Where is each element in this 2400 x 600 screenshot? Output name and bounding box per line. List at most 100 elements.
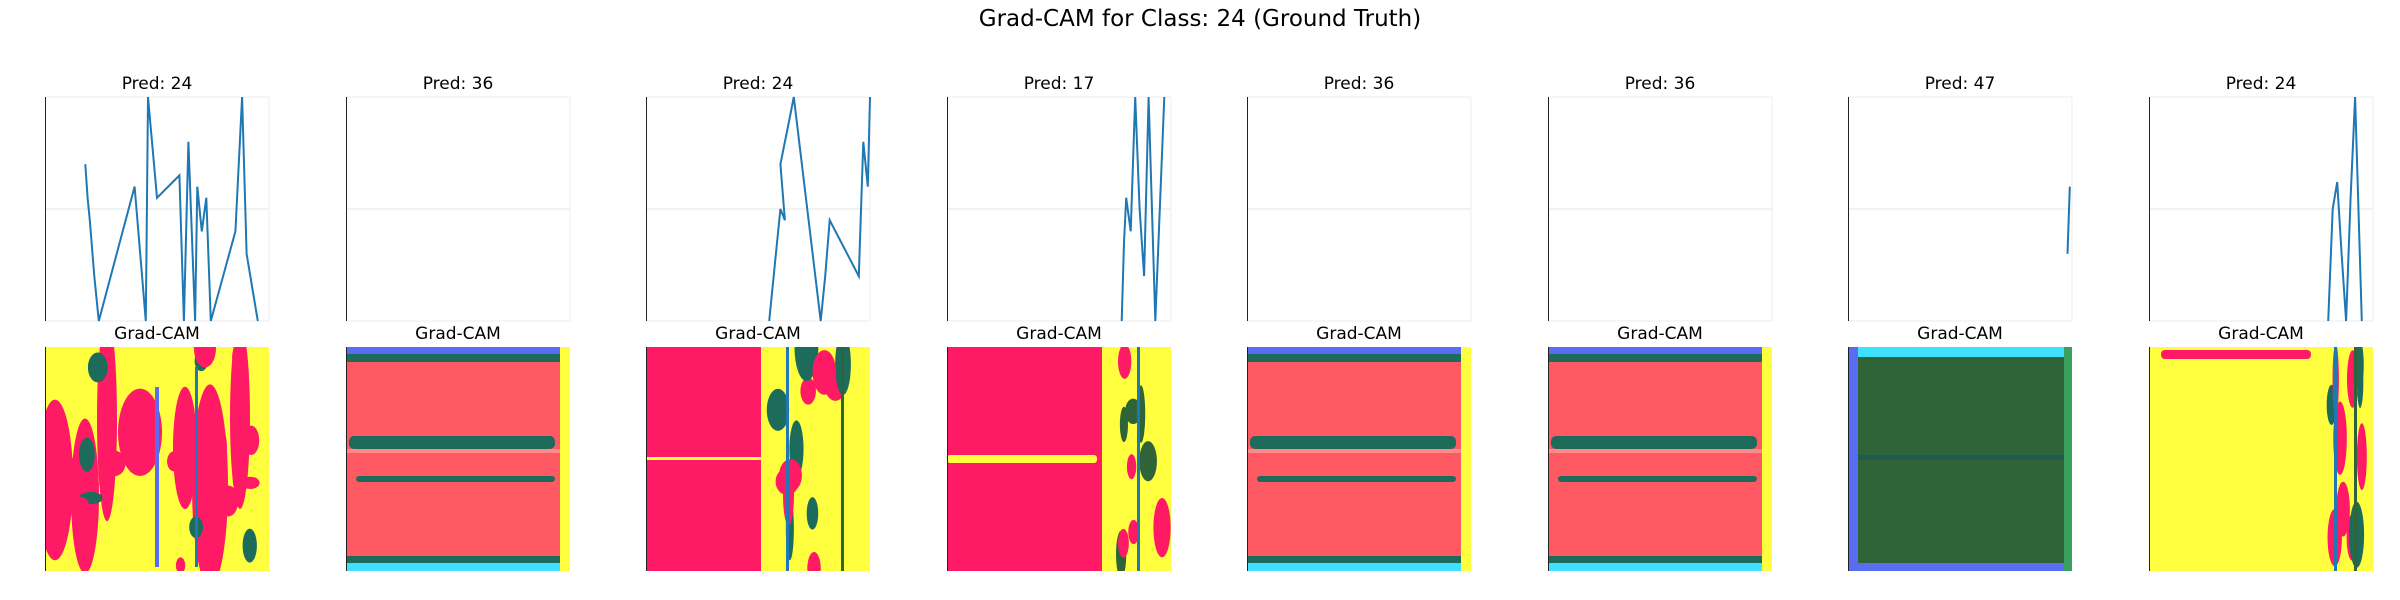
panel-title-gradcam-4: Grad-CAM (1016, 324, 1102, 344)
heatmap-blob (807, 552, 821, 571)
heatmap-blob (1126, 454, 1137, 480)
signal-series-line (768, 96, 871, 322)
panel-title-gradcam-3: Grad-CAM (715, 324, 801, 344)
heatmap-blob (1119, 406, 1128, 443)
heatmap-blob (241, 476, 260, 489)
signal-series-line (1120, 96, 1166, 322)
heatmap-top-band (1548, 347, 1772, 354)
heatmap-hotspot (230, 347, 250, 509)
gradcam-heatmap-8 (2149, 347, 2373, 571)
heatmap-bottom-band (1247, 563, 1471, 571)
heatmap-base (1247, 347, 1471, 571)
heatmap-right-edge (1461, 347, 1471, 571)
gradcam-heatmap-3 (646, 347, 870, 571)
heatmap-highlight (1548, 449, 1762, 453)
panel-title-pred-6: Pred: 36 (1625, 74, 1696, 94)
panel-title-pred-4: Pred: 17 (1024, 74, 1095, 94)
heatmap-right-edge (2064, 347, 2072, 571)
heatmap-highlight (646, 457, 761, 460)
panel-title-gradcam-8: Grad-CAM (2218, 324, 2304, 344)
heatmap-blob (193, 347, 216, 368)
heatmap-hotspot (118, 388, 162, 476)
heatmap-top-band (1848, 347, 2072, 357)
heatmap-hotspot (45, 399, 73, 561)
heatmap-blob (78, 437, 95, 472)
heatmap-blob (175, 557, 186, 571)
heatmap-activation-band (349, 436, 555, 449)
panel-title-pred-7: Pred: 47 (1925, 74, 1996, 94)
gradcam-heatmap-1 (45, 347, 269, 571)
panel-title-gradcam-7: Grad-CAM (1917, 324, 2003, 344)
signal-panel-5 (1247, 96, 1472, 322)
heatmap-streak (195, 367, 198, 567)
figure-title: Grad-CAM for Class: 24 (Ground Truth) (978, 6, 1422, 32)
heatmap-top-edge (346, 354, 570, 362)
heatmap-hotspot (173, 386, 197, 510)
heatmap-blob (65, 496, 89, 513)
panel-title-gradcam-1: Grad-CAM (114, 324, 200, 344)
gradcam-heatmap-5 (1247, 347, 1471, 571)
panel-title-gradcam-2: Grad-CAM (415, 324, 501, 344)
heatmap-blob (242, 528, 257, 563)
gradcam-heatmap-2 (346, 347, 570, 571)
heatmap-highlight (346, 449, 560, 453)
heatmap-activation-band (356, 476, 555, 482)
heatmap-blob (800, 377, 816, 405)
panel-title-pred-5: Pred: 36 (1324, 74, 1395, 94)
heatmap-streak (2334, 347, 2337, 571)
heatmap-blob (210, 427, 227, 466)
signal-panel-2 (346, 96, 571, 322)
heatmap-activation-band (1558, 476, 1757, 482)
heatmap-bottom-edge (1548, 556, 1772, 563)
signal-panel-3 (646, 96, 871, 322)
heatmap-streak (2354, 347, 2357, 571)
heatmap-activation-band (1257, 476, 1456, 482)
heatmap-left-band (1848, 347, 1858, 571)
heatmap-bottom-band (346, 563, 570, 571)
heatmap-blob (2336, 481, 2350, 537)
heatmap-streak (786, 347, 789, 571)
signal-panel-4 (947, 96, 1172, 322)
heatmap-blob (1139, 441, 1157, 482)
signal-panel-6 (1548, 96, 1773, 322)
heatmap-highlight (947, 455, 1097, 463)
heatmap-top-edge (1247, 354, 1471, 362)
heatmap-streak (841, 347, 844, 571)
heatmap-highlight (1247, 449, 1461, 453)
gradcam-heatmap-4 (947, 347, 1171, 571)
heatmap-bottom-edge (346, 556, 570, 563)
heatmap-blob (62, 456, 75, 472)
panel-title-pred-8: Pred: 24 (2226, 74, 2297, 94)
heatmap-blob (1153, 497, 1171, 558)
heatmap-base (346, 347, 570, 571)
signal-series-line (2066, 186, 2071, 254)
panel-title-gradcam-6: Grad-CAM (1617, 324, 1703, 344)
heatmap-top-edge (1548, 354, 1772, 362)
heatmap-base (1548, 347, 1772, 571)
heatmap-blob (167, 451, 182, 472)
heatmap-blob (2356, 423, 2367, 491)
heatmap-bottom-edge (1247, 556, 1471, 563)
heatmap-blob (806, 497, 819, 530)
heatmap-blob (218, 485, 239, 517)
heatmap-blob (103, 450, 126, 477)
panel-title-gradcam-5: Grad-CAM (1316, 324, 1402, 344)
heatmap-blob (1118, 528, 1129, 558)
gradcam-heatmap-6 (1548, 347, 1772, 571)
heatmap-blob (768, 391, 781, 421)
signal-series-line (84, 96, 259, 322)
panel-title-pred-3: Pred: 24 (723, 74, 794, 94)
heatmap-top-band (346, 347, 570, 354)
heatmap-blob (1128, 519, 1139, 545)
heatmap-bottom-band (1848, 563, 2072, 571)
heatmap-top-hotspot (2161, 350, 2311, 359)
signal-panel-7 (1848, 96, 2073, 322)
panel-title-pred-1: Pred: 24 (122, 74, 193, 94)
heatmap-blob (1117, 347, 1132, 379)
heatmap-hotspot (97, 347, 117, 522)
heatmap-activation-band (1551, 436, 1757, 449)
signal-panel-1 (45, 96, 270, 322)
heatmap-right-edge (1762, 347, 1772, 571)
gradcam-heatmap-7 (1848, 347, 2072, 571)
